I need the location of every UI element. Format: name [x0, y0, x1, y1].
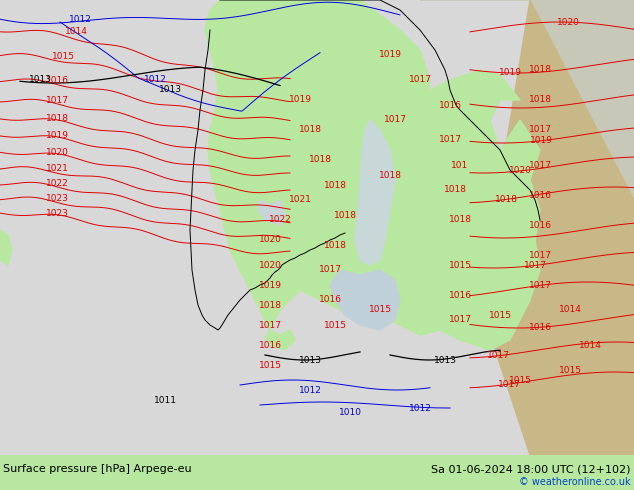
Text: 1017: 1017	[318, 266, 342, 274]
Text: 1018: 1018	[378, 171, 401, 179]
Text: 1017: 1017	[448, 316, 472, 324]
Text: 1015: 1015	[323, 320, 347, 329]
Text: 1014: 1014	[579, 341, 602, 349]
Text: 1012: 1012	[408, 403, 432, 413]
Text: 1019: 1019	[378, 50, 401, 59]
Text: 1017: 1017	[46, 97, 68, 105]
Text: © weatheronline.co.uk: © weatheronline.co.uk	[519, 477, 631, 487]
Polygon shape	[205, 0, 540, 350]
Text: 1021: 1021	[46, 164, 68, 173]
Text: 1017: 1017	[498, 380, 521, 389]
Text: 1010: 1010	[339, 408, 361, 416]
Text: 1016: 1016	[529, 220, 552, 229]
Text: 1015: 1015	[508, 375, 531, 385]
Text: 1015: 1015	[489, 311, 512, 319]
Text: 1020: 1020	[509, 167, 532, 175]
Text: 1018: 1018	[529, 66, 552, 74]
Text: 1014: 1014	[65, 27, 87, 36]
Text: 1023: 1023	[46, 209, 68, 218]
Text: Surface pressure [hPa] Arpege-eu: Surface pressure [hPa] Arpege-eu	[3, 464, 192, 474]
Text: 1018: 1018	[323, 180, 347, 190]
Text: 1017: 1017	[384, 116, 406, 124]
Text: 1020: 1020	[259, 261, 281, 270]
Polygon shape	[0, 230, 12, 265]
Text: 1019: 1019	[288, 96, 311, 104]
Text: 1021: 1021	[288, 196, 311, 204]
Text: 1017: 1017	[439, 136, 462, 145]
Text: 1018: 1018	[259, 300, 281, 310]
Text: 101: 101	[451, 161, 469, 170]
Polygon shape	[258, 200, 285, 225]
Text: 1019: 1019	[499, 69, 522, 77]
Text: 1018: 1018	[444, 186, 467, 195]
Text: 1018: 1018	[529, 96, 552, 104]
Text: 1022: 1022	[46, 179, 68, 188]
Text: 1020: 1020	[46, 148, 68, 157]
Text: 1016: 1016	[46, 76, 68, 85]
Text: 1017: 1017	[259, 320, 281, 329]
Text: 1017: 1017	[529, 161, 552, 170]
Text: 1017: 1017	[487, 351, 510, 360]
Text: 1016: 1016	[259, 341, 281, 349]
Text: 1019: 1019	[259, 280, 281, 290]
Text: 1014: 1014	[559, 305, 581, 315]
Polygon shape	[265, 330, 295, 350]
Text: 1020: 1020	[259, 236, 281, 245]
Text: 1018: 1018	[46, 114, 68, 123]
Text: 1017: 1017	[408, 75, 432, 84]
Text: 1017: 1017	[524, 261, 547, 270]
Text: 1013: 1013	[29, 75, 51, 84]
Text: 1018: 1018	[299, 125, 321, 134]
Text: 1023: 1023	[46, 195, 68, 203]
Text: 1018: 1018	[495, 195, 519, 204]
Text: 1012: 1012	[299, 386, 321, 394]
Text: 1020: 1020	[557, 18, 580, 26]
Text: 1017: 1017	[529, 250, 552, 260]
Text: 1016: 1016	[529, 191, 552, 199]
Text: 1022: 1022	[269, 216, 292, 224]
Text: 1016: 1016	[318, 295, 342, 304]
Text: 1011: 1011	[153, 395, 176, 405]
Text: 1013: 1013	[158, 85, 181, 95]
Text: 1013: 1013	[299, 356, 321, 365]
Text: 1019: 1019	[46, 131, 68, 140]
Text: 1015: 1015	[559, 366, 581, 374]
Text: 1016: 1016	[448, 291, 472, 299]
Text: 1015: 1015	[52, 51, 75, 61]
Text: 1012: 1012	[143, 75, 167, 84]
Text: 1017: 1017	[529, 280, 552, 290]
Polygon shape	[420, 0, 634, 200]
Text: Sa 01-06-2024 18:00 UTC (12+102): Sa 01-06-2024 18:00 UTC (12+102)	[431, 464, 631, 474]
Text: 1013: 1013	[434, 356, 456, 365]
Polygon shape	[480, 0, 634, 455]
Text: 1018: 1018	[323, 241, 347, 249]
Text: 1016: 1016	[529, 323, 552, 332]
Text: 1019: 1019	[529, 136, 553, 146]
Text: 1015: 1015	[448, 261, 472, 270]
Text: 1018: 1018	[448, 216, 472, 224]
Text: 1018: 1018	[309, 155, 332, 165]
Text: 1015: 1015	[368, 305, 392, 315]
Text: 1017: 1017	[529, 125, 552, 134]
Text: 1012: 1012	[68, 16, 91, 24]
Polygon shape	[355, 120, 395, 265]
Text: 1016: 1016	[439, 100, 462, 109]
Text: 1018: 1018	[333, 211, 356, 220]
Polygon shape	[330, 270, 400, 330]
Text: 1015: 1015	[259, 361, 281, 369]
